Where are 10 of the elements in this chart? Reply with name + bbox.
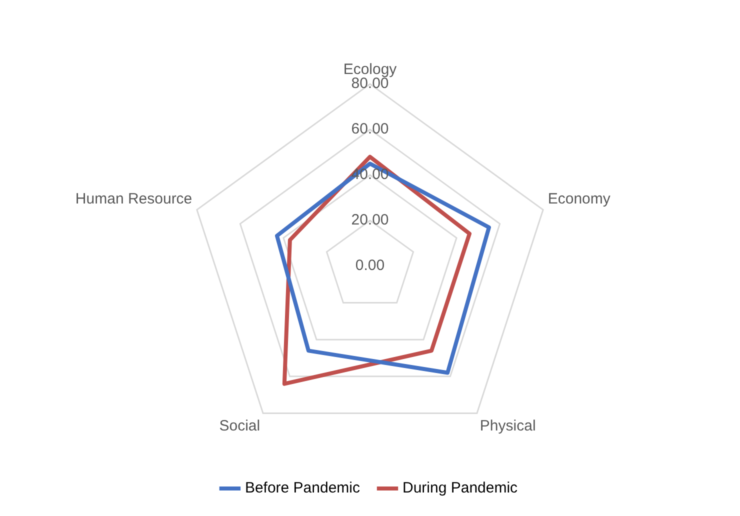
spoke-label: Social — [219, 417, 260, 434]
y-tick-label: 0.00 — [355, 257, 385, 274]
legend-label: During Pandemic — [402, 480, 518, 497]
y-tick-label: 60.00 — [351, 120, 389, 138]
spoke-label: Human Resource — [75, 190, 192, 208]
spoke-label: Physical — [480, 417, 536, 434]
legend-label: Before Pandemic — [244, 480, 361, 497]
spoke-label: Ecology — [343, 61, 398, 78]
y-tick-label: 20.00 — [351, 212, 389, 229]
spoke-label: Economy — [548, 190, 611, 208]
